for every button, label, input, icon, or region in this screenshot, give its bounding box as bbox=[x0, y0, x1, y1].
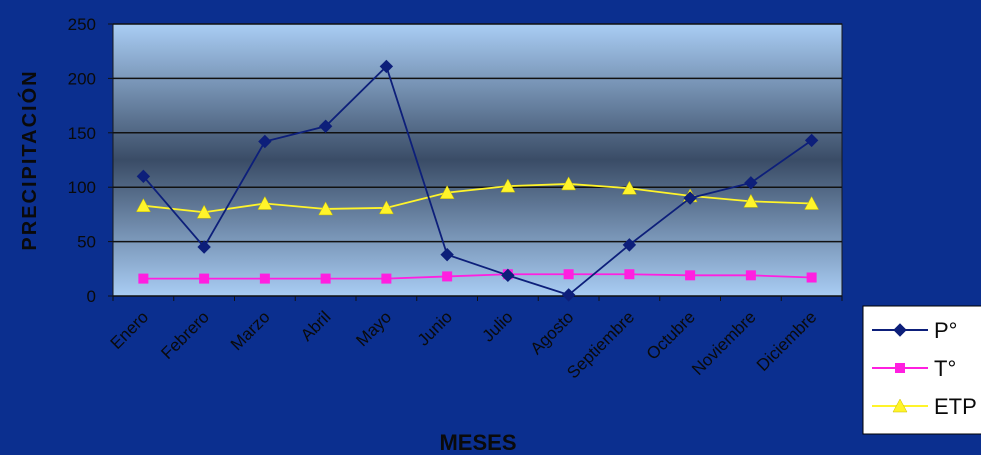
data-point bbox=[621, 180, 637, 195]
x-tick-label: Marzo bbox=[227, 307, 274, 354]
data-point bbox=[318, 201, 334, 216]
legend-marker bbox=[892, 398, 908, 413]
data-point bbox=[259, 273, 270, 284]
y-tick-label: 50 bbox=[77, 233, 96, 252]
data-point bbox=[440, 247, 454, 262]
y-tick-label: 200 bbox=[68, 69, 96, 88]
data-point bbox=[320, 273, 331, 284]
data-point bbox=[199, 273, 210, 284]
data-point bbox=[257, 195, 273, 210]
grid-lines bbox=[113, 23, 842, 243]
data-point bbox=[561, 176, 577, 191]
data-point bbox=[379, 59, 394, 74]
x-tick-label: Febrero bbox=[157, 307, 213, 363]
y-tick-label: 100 bbox=[68, 178, 96, 197]
x-tick-label: Julio bbox=[479, 307, 517, 345]
series bbox=[135, 59, 820, 302]
data-point bbox=[196, 204, 212, 219]
series-line bbox=[142, 64, 813, 296]
data-point bbox=[258, 134, 272, 149]
x-tick-label: Enero bbox=[107, 307, 153, 353]
data-point bbox=[500, 178, 516, 193]
data-point bbox=[135, 198, 151, 212]
data-point bbox=[624, 269, 635, 280]
series-line bbox=[143, 183, 812, 214]
data-point bbox=[501, 268, 515, 283]
x-tick-label: Noviembre bbox=[688, 307, 760, 379]
y-axis-label: PRECIPITACIÓN bbox=[17, 69, 41, 250]
x-tick-label: Junio bbox=[414, 307, 456, 349]
legend-label: T° bbox=[934, 356, 956, 381]
series-diamond bbox=[136, 59, 819, 302]
legend-marker bbox=[895, 363, 905, 373]
data-point bbox=[381, 273, 392, 284]
y-tick-labels: 0 50 100 150 200 250 bbox=[68, 15, 113, 306]
data-point bbox=[743, 193, 759, 208]
data-point bbox=[197, 240, 211, 254]
data-point bbox=[683, 191, 697, 205]
legend: P° T° ETP bbox=[862, 305, 981, 435]
data-point bbox=[138, 273, 149, 284]
data-point bbox=[806, 272, 817, 283]
series-triangle bbox=[135, 176, 820, 219]
data-point bbox=[439, 185, 455, 199]
data-point bbox=[685, 270, 696, 281]
legend-box bbox=[862, 305, 981, 435]
y-tick-label: 0 bbox=[87, 287, 96, 306]
data-point bbox=[561, 288, 576, 302]
data-point bbox=[442, 271, 453, 282]
legend-label: P° bbox=[934, 318, 957, 343]
axes bbox=[112, 295, 843, 301]
data-point bbox=[378, 200, 394, 215]
plot-area bbox=[112, 23, 843, 297]
data-point bbox=[622, 238, 637, 252]
data-point bbox=[563, 269, 574, 280]
x-tick-label: Agosto bbox=[527, 307, 578, 358]
data-point bbox=[745, 270, 756, 281]
y-tick-label: 150 bbox=[68, 124, 96, 143]
series-line bbox=[143, 273, 812, 280]
legend-label: ETP bbox=[934, 394, 977, 419]
legend-marker bbox=[893, 323, 907, 337]
y-tick-label: 250 bbox=[68, 15, 96, 34]
data-point bbox=[804, 195, 820, 210]
data-point bbox=[318, 119, 333, 133]
x-tick-label: Octubre bbox=[643, 307, 699, 363]
data-point bbox=[136, 169, 151, 184]
data-point bbox=[744, 176, 758, 190]
x-tick-label: Diciembre bbox=[753, 307, 821, 375]
x-axis-label: MESES bbox=[439, 430, 516, 455]
data-point bbox=[804, 133, 819, 148]
x-tick-label: Abril bbox=[297, 307, 334, 344]
x-tick-label: Mayo bbox=[352, 307, 395, 350]
x-tick-labels: Enero Febrero Marzo Abril Mayo Junio Julio Agos… bbox=[107, 307, 821, 382]
